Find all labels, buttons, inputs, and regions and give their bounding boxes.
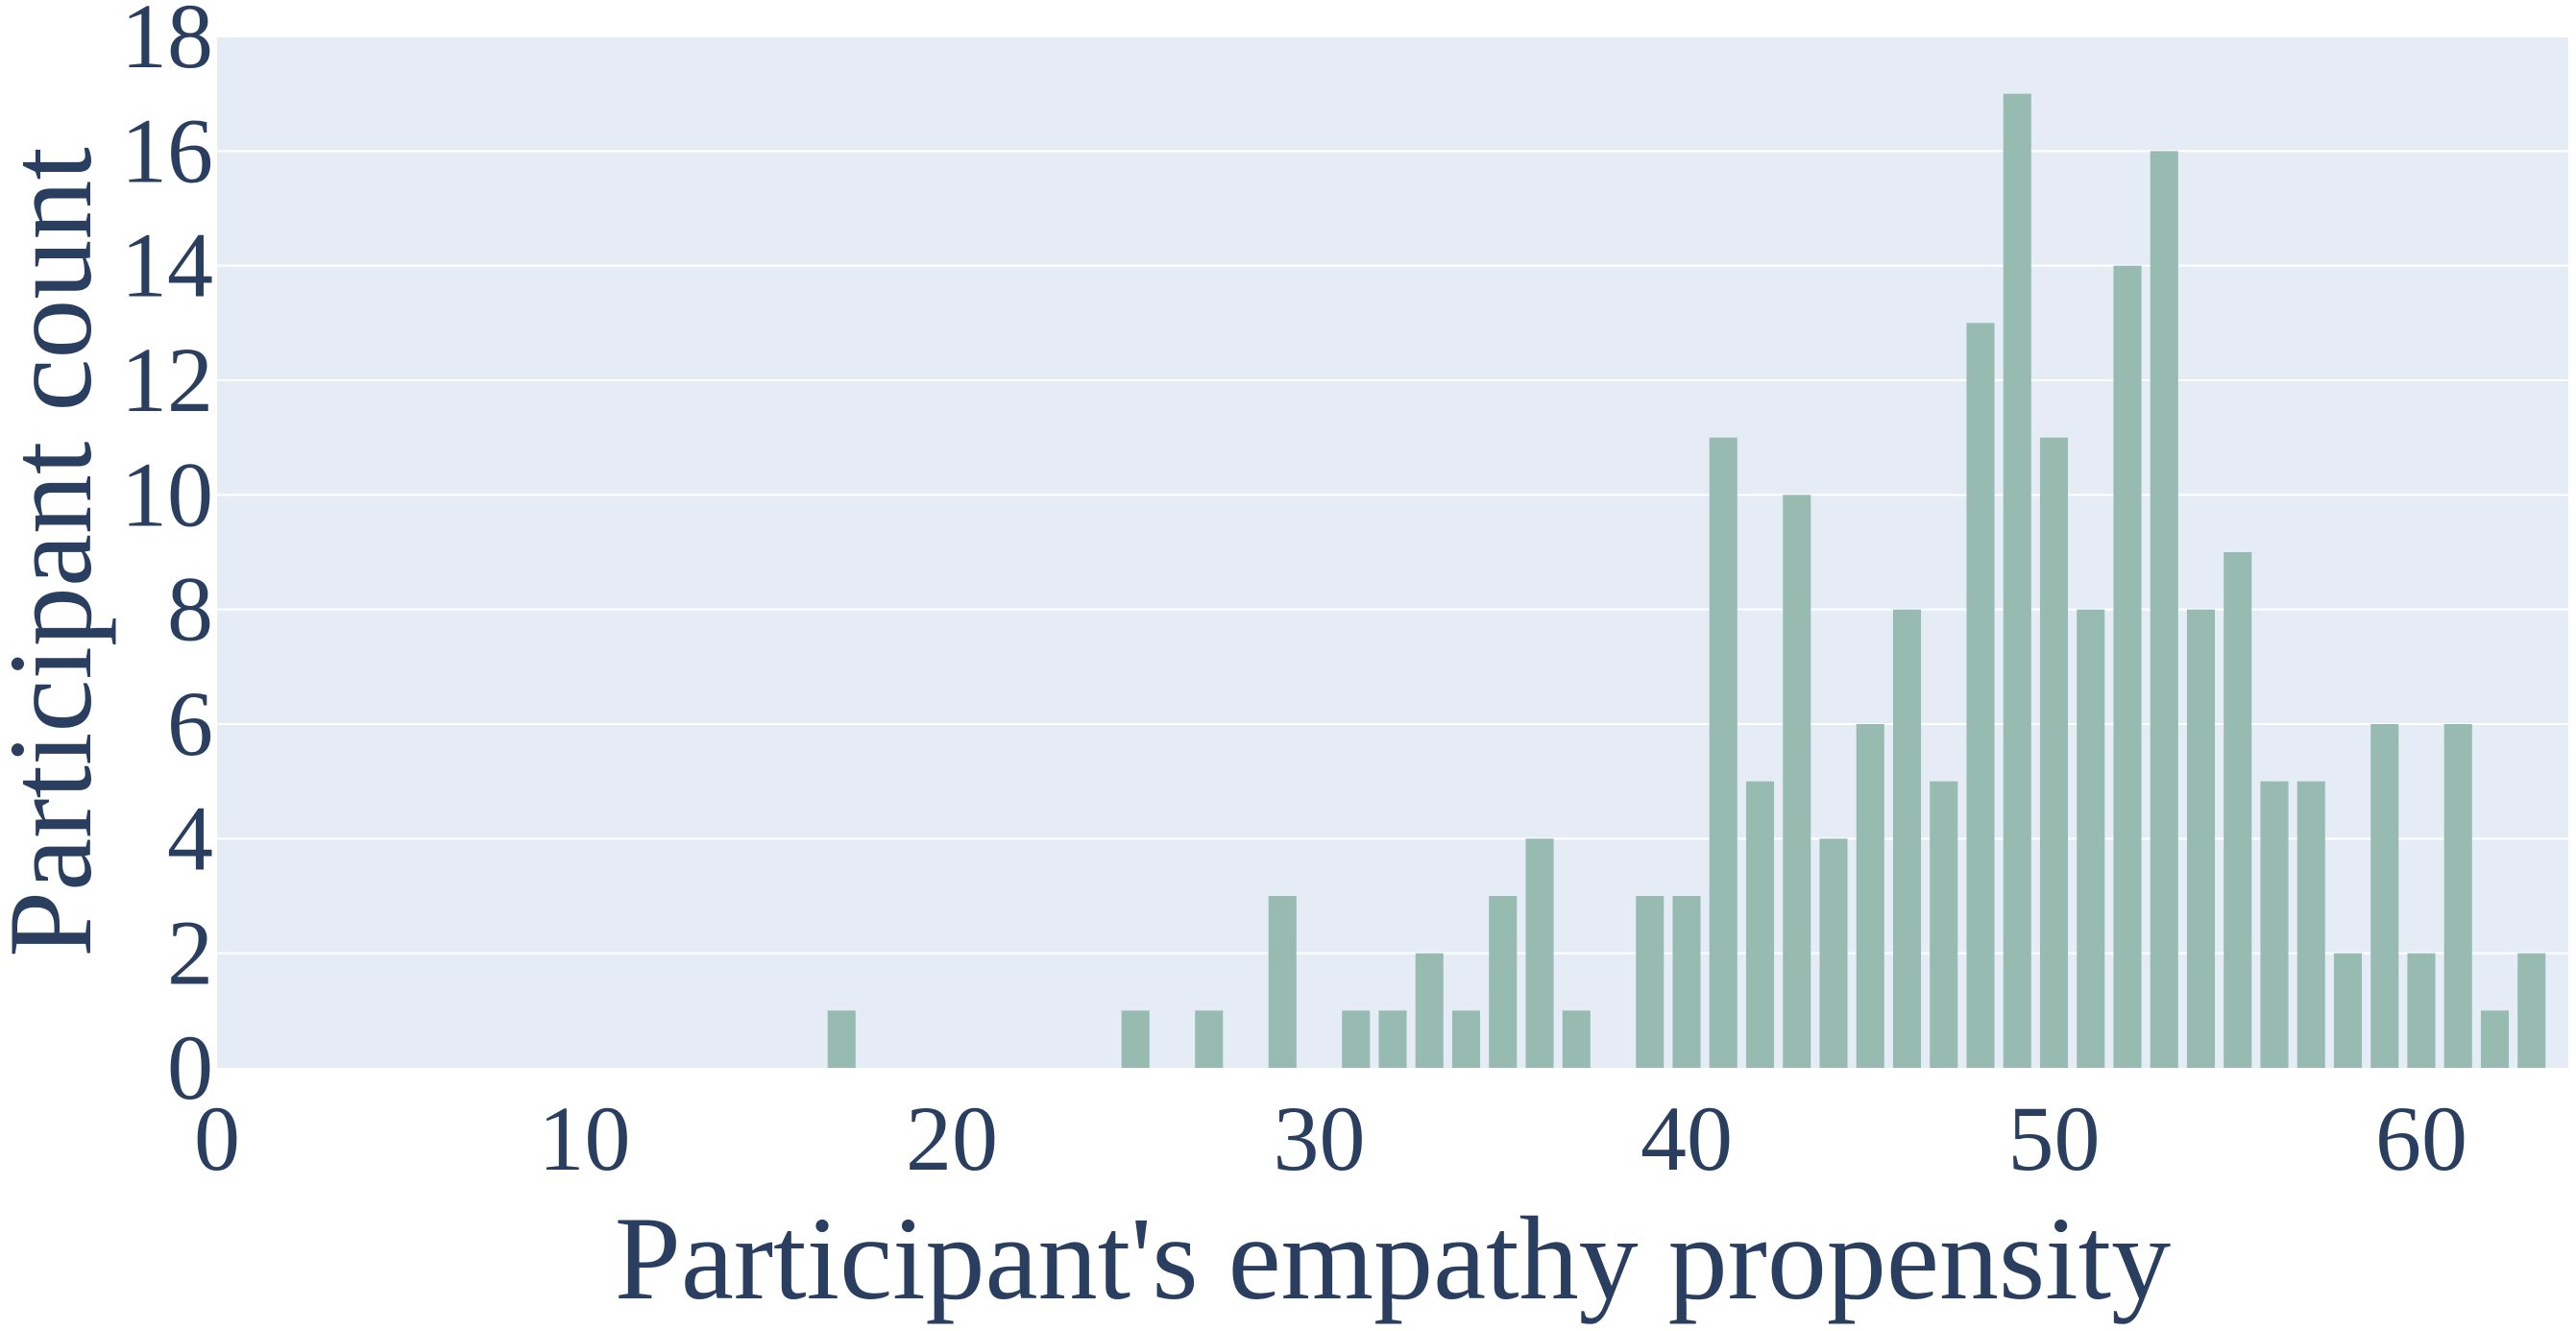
plot-area — [217, 36, 2568, 1068]
x-tick-label: 50 — [2008, 1087, 2101, 1190]
bar — [2517, 953, 2546, 1068]
y-tick-label: 2 — [167, 902, 213, 1004]
bar — [1415, 953, 1444, 1068]
bar — [827, 1010, 856, 1068]
gridlines — [217, 36, 2568, 955]
bar — [2186, 609, 2216, 1068]
bar — [1783, 495, 1811, 1068]
y-axis-ticks: 0 2 4 6 8 10 12 14 16 18 — [121, 0, 213, 1119]
bar — [2077, 609, 2105, 1068]
y-tick-label: 8 — [167, 558, 213, 661]
bar — [1892, 609, 1922, 1068]
bar — [2224, 552, 2252, 1068]
bar — [2297, 781, 2325, 1068]
bar — [1195, 1010, 1224, 1068]
y-tick-label: 0 — [167, 1016, 213, 1119]
bar — [2407, 953, 2436, 1068]
x-tick-label: 60 — [2375, 1087, 2467, 1190]
bar — [1268, 896, 1297, 1068]
x-tick-label: 40 — [1640, 1087, 1733, 1190]
bar — [2003, 93, 2031, 1068]
y-tick-label: 14 — [121, 214, 213, 317]
bar — [1745, 781, 1775, 1068]
y-tick-label: 4 — [167, 786, 213, 889]
bar — [1966, 323, 1995, 1068]
y-tick-label: 18 — [121, 0, 213, 87]
bar — [2443, 724, 2472, 1068]
y-tick-label: 12 — [121, 328, 213, 431]
y-tick-label: 10 — [121, 443, 213, 545]
y-axis-title: Participant count — [0, 147, 116, 957]
x-tick-label: 0 — [194, 1087, 240, 1190]
bar — [2260, 781, 2289, 1068]
bar — [1378, 1010, 1407, 1068]
bar — [2113, 265, 2142, 1069]
bar — [1121, 1010, 1150, 1068]
bar — [1672, 896, 1701, 1068]
bars — [827, 93, 2546, 1069]
bar — [1525, 838, 1554, 1068]
bar — [1636, 896, 1665, 1068]
x-tick-label: 20 — [906, 1087, 998, 1190]
bar — [2480, 1010, 2510, 1068]
x-axis-ticks: 0 10 20 30 40 50 60 — [194, 1087, 2467, 1190]
bar — [1709, 437, 1738, 1069]
bar — [1562, 1010, 1591, 1068]
bar — [2150, 151, 2178, 1069]
bar — [1489, 896, 1518, 1068]
bar — [2370, 724, 2399, 1068]
bar — [1451, 1010, 1481, 1068]
bar — [1819, 838, 1848, 1068]
x-tick-label: 30 — [1274, 1087, 1366, 1190]
bar — [2333, 953, 2363, 1068]
bar — [1856, 724, 1884, 1068]
bar — [1342, 1010, 1371, 1068]
y-tick-label: 6 — [167, 672, 213, 775]
y-tick-label: 16 — [121, 99, 213, 202]
bar — [1930, 781, 1958, 1068]
x-axis-title: Participant's empathy propensity — [615, 1193, 2171, 1324]
bar — [2039, 437, 2069, 1069]
x-tick-label: 10 — [539, 1087, 631, 1190]
